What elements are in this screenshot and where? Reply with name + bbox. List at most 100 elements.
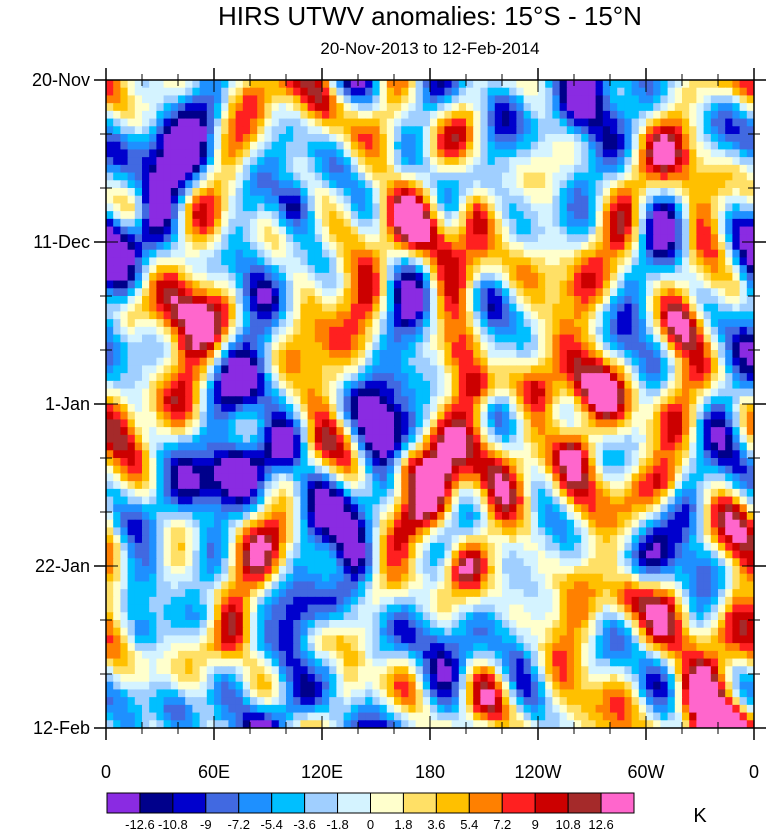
- heatmap-cell: [710, 188, 719, 197]
- heatmap-cell: [293, 504, 301, 513]
- heatmap-cell: [516, 234, 525, 243]
- heatmap-cell: [602, 473, 611, 482]
- heatmap-cell: [149, 80, 157, 89]
- heatmap-cell: [286, 396, 294, 405]
- heatmap-cell: [228, 504, 237, 513]
- heatmap-cell: [530, 218, 539, 228]
- heatmap-cell: [394, 326, 402, 336]
- heatmap-cell: [271, 458, 280, 467]
- heatmap-cell: [502, 134, 510, 143]
- heatmap-cell: [343, 326, 352, 336]
- heatmap-cell: [170, 334, 179, 343]
- heatmap-cell: [739, 458, 748, 467]
- heatmap-cell: [566, 95, 575, 104]
- heatmap-cell: [430, 311, 438, 320]
- heatmap-cell: [588, 311, 597, 320]
- heatmap-cell: [329, 326, 337, 336]
- heatmap-cell: [235, 473, 244, 482]
- heatmap-cell: [250, 272, 258, 282]
- heatmap-cell: [307, 180, 316, 189]
- heatmap-cell: [631, 326, 640, 336]
- heatmap-cell: [502, 373, 510, 382]
- heatmap-cell: [653, 357, 661, 367]
- heatmap-cell: [163, 265, 172, 274]
- heatmap-cell: [610, 473, 618, 482]
- heatmap-cell: [350, 411, 359, 421]
- heatmap-cell: [581, 442, 589, 451]
- heatmap-cell: [106, 164, 114, 174]
- heatmap-cell: [610, 234, 618, 243]
- heatmap-cell: [350, 326, 359, 336]
- heatmap-cell: [746, 458, 754, 467]
- heatmap-cell: [624, 380, 633, 390]
- heatmap-cell: [170, 404, 179, 413]
- heatmap-cell: [552, 249, 561, 259]
- heatmap-cell: [689, 226, 697, 235]
- heatmap-cell: [494, 296, 503, 305]
- heatmap-cell: [703, 164, 712, 174]
- heatmap-cell: [682, 434, 690, 444]
- heatmap-cell: [566, 434, 575, 444]
- heatmap-cell: [682, 242, 690, 251]
- heatmap-cell: [718, 365, 726, 374]
- heatmap-cell: [199, 488, 208, 498]
- heatmap-cell: [451, 380, 460, 390]
- heatmap-cell: [178, 134, 186, 143]
- heatmap-cell: [739, 280, 748, 289]
- heatmap-cell: [538, 80, 546, 89]
- heatmap-cell: [487, 380, 496, 390]
- heatmap-cell: [401, 195, 409, 205]
- heatmap-cell: [617, 496, 625, 505]
- heatmap-cell: [588, 411, 597, 421]
- heatmap-cell: [538, 481, 546, 490]
- heatmap-cell: [552, 103, 561, 112]
- heatmap-cell: [530, 357, 539, 367]
- heatmap-cell: [617, 311, 625, 320]
- heatmap-cell: [113, 280, 121, 289]
- heatmap-cell: [422, 434, 431, 444]
- heatmap-cell: [127, 226, 136, 235]
- heatmap-cell: [314, 473, 323, 482]
- heatmap-cell: [149, 442, 157, 451]
- heatmap-cell: [156, 334, 165, 343]
- heatmap-cell: [725, 388, 733, 397]
- heatmap-cell: [739, 257, 748, 266]
- heatmap-cell: [149, 103, 157, 112]
- heatmap-cell: [350, 180, 359, 189]
- heatmap-cell: [638, 195, 647, 205]
- heatmap-cell: [732, 458, 741, 467]
- heatmap-cell: [631, 365, 640, 374]
- heatmap-cell: [235, 311, 244, 320]
- heatmap-cell: [257, 488, 265, 498]
- heatmap-cell: [343, 141, 352, 151]
- heatmap-cell: [703, 350, 712, 359]
- heatmap-cell: [624, 496, 633, 505]
- heatmap-cell: [250, 458, 258, 467]
- heatmap-cell: [170, 319, 179, 328]
- heatmap-cell: [358, 342, 366, 351]
- heatmap-cell: [473, 203, 481, 212]
- heatmap-cell: [271, 80, 280, 89]
- heatmap-cell: [581, 164, 589, 174]
- heatmap-cell: [307, 242, 316, 251]
- heatmap-cell: [667, 80, 676, 89]
- heatmap-cell: [206, 319, 215, 328]
- heatmap-cell: [336, 164, 345, 174]
- heatmap-cell: [178, 249, 186, 259]
- heatmap-cell: [502, 380, 510, 390]
- heatmap-cell: [581, 203, 589, 212]
- heatmap-cell: [257, 473, 265, 482]
- heatmap-cell: [559, 319, 568, 328]
- heatmap-cell: [286, 365, 294, 374]
- heatmap-cell: [307, 157, 316, 166]
- heatmap-cell: [624, 396, 633, 405]
- heatmap-cell: [682, 388, 690, 397]
- heatmap-cell: [257, 419, 265, 428]
- heatmap-cell: [487, 180, 496, 189]
- heatmap-cell: [293, 388, 301, 397]
- heatmap-cell: [386, 442, 395, 451]
- heatmap-cell: [451, 303, 460, 313]
- heatmap-cell: [142, 288, 150, 297]
- heatmap-cell: [660, 110, 669, 120]
- heatmap-cell: [422, 411, 431, 421]
